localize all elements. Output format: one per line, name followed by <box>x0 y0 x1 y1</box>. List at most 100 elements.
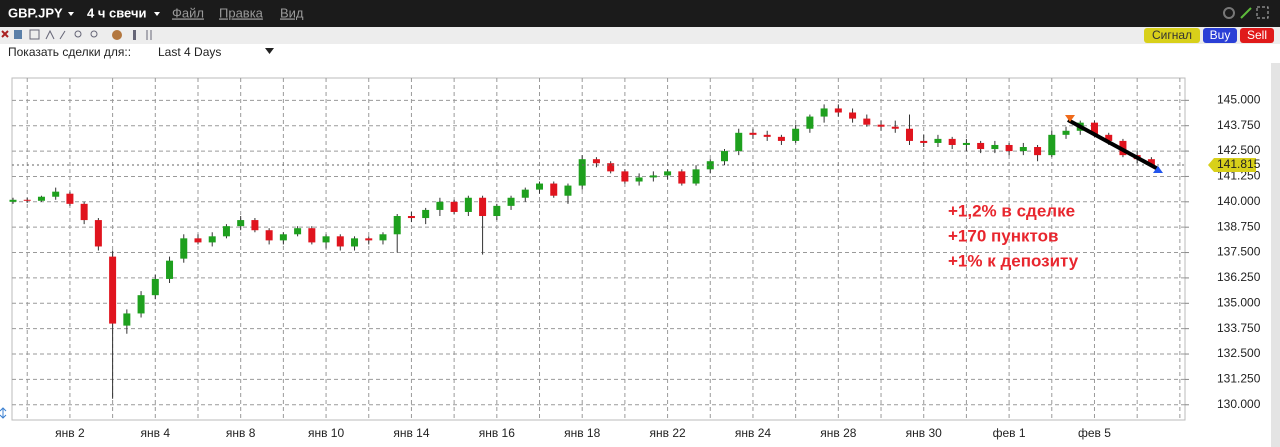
y-tick-label: 143.750 <box>1217 118 1261 132</box>
filter-label: Показать сделки для:: <box>8 45 131 59</box>
x-tick-label: янв 14 <box>393 426 430 440</box>
plot-frame <box>11 77 1186 421</box>
candle-body <box>222 226 230 237</box>
candle-body <box>763 134 771 137</box>
candle-body <box>1048 134 1056 156</box>
candle-body <box>137 295 145 314</box>
candle-body <box>9 199 17 202</box>
candle-body <box>109 256 117 324</box>
candle-body <box>123 313 131 326</box>
candle-body <box>479 197 487 217</box>
y-tick-label: 137.500 <box>1217 245 1261 259</box>
y-tick-label: 133.750 <box>1217 321 1261 335</box>
annotation: +1% к депозиту <box>948 251 1079 270</box>
candle-body <box>550 183 558 196</box>
menu-item[interactable]: Вид <box>280 5 304 20</box>
symbol[interactable]: GBP.JPY <box>8 5 63 20</box>
candle-body <box>166 260 174 279</box>
candle-body <box>37 196 45 201</box>
y-tick-label: 145.000 <box>1217 92 1261 106</box>
candle-body <box>678 171 686 184</box>
x-tick-label: янв 28 <box>820 426 857 440</box>
candle-body <box>948 138 956 145</box>
x-tick-label: янв 4 <box>141 426 171 440</box>
candle-body <box>905 128 913 141</box>
candle-body <box>777 136 785 141</box>
candle-body <box>792 128 800 141</box>
candle-body <box>194 238 202 243</box>
dropdown-icon[interactable] <box>265 48 274 54</box>
candle-body <box>450 201 458 212</box>
candle-body <box>592 159 600 164</box>
exit-marker <box>1153 166 1163 173</box>
candle-body <box>820 108 828 117</box>
candle-body <box>962 142 970 145</box>
candle-body <box>237 220 245 227</box>
candle-body <box>735 132 743 152</box>
candle-body <box>806 116 814 129</box>
candle-body <box>649 175 657 178</box>
x-tick-label: янв 10 <box>308 426 345 440</box>
sell-button[interactable]: Sell <box>1240 28 1274 43</box>
candle-body <box>721 151 728 162</box>
candle-body <box>635 177 643 182</box>
y-tick-label: 135.000 <box>1217 295 1261 309</box>
candle-body <box>251 220 259 231</box>
y-tick-label: 140.000 <box>1217 194 1261 208</box>
candle-body <box>1062 130 1070 135</box>
button-label[interactable]: Buy <box>1210 28 1231 42</box>
buy-button[interactable]: Buy <box>1203 28 1237 43</box>
last-price-label: 141.815 <box>1217 157 1261 171</box>
candle-body <box>422 209 430 219</box>
candle-body <box>80 203 88 221</box>
candle-body <box>749 132 757 135</box>
x-tick-label: янв 8 <box>226 426 256 440</box>
candle-body <box>436 201 444 210</box>
dropdown-icon <box>68 12 74 16</box>
candle-body <box>920 140 928 143</box>
annotation: +1,2% в сделке <box>948 201 1075 220</box>
candle-body <box>23 199 31 201</box>
candle-body <box>407 216 415 219</box>
menu-item[interactable]: Файл <box>172 5 204 20</box>
button-label[interactable]: Сигнал <box>1152 28 1192 42</box>
candle-body <box>564 185 572 196</box>
candle-body <box>208 236 216 243</box>
candle-body <box>891 126 899 129</box>
candle-body <box>578 159 586 186</box>
annotation: +170 пунктов <box>948 226 1058 245</box>
candle-body <box>536 183 544 190</box>
candle-body <box>265 230 273 241</box>
entry-marker <box>1065 115 1075 122</box>
menu-item[interactable]: Правка <box>219 5 264 20</box>
y-tick-label: 130.000 <box>1217 397 1261 411</box>
candle-body <box>521 189 529 198</box>
candle-body <box>991 144 999 150</box>
candle-body <box>493 205 501 217</box>
y-tick-label: 141.250 <box>1217 169 1261 183</box>
x-tick-label: янв 24 <box>735 426 772 440</box>
candle-body <box>393 216 401 235</box>
signal-button[interactable]: Сигнал <box>1144 28 1200 43</box>
top-bar <box>0 0 1280 27</box>
filter-value[interactable]: Last 4 Days <box>158 45 221 59</box>
button-label[interactable]: Sell <box>1247 28 1267 42</box>
candle-body <box>877 124 885 127</box>
dropdown-icon <box>154 12 160 16</box>
candle-body <box>66 193 74 204</box>
timeframe[interactable]: 4 ч свечи <box>87 5 147 20</box>
candle-body <box>934 138 942 143</box>
candle-body <box>1105 134 1113 141</box>
candle-body <box>279 234 287 241</box>
candle-body <box>365 238 373 241</box>
last-price-box <box>1208 157 1256 172</box>
candle-body <box>1019 147 1027 152</box>
trade-line <box>1067 118 1159 171</box>
candle-body <box>1147 159 1155 166</box>
scrollbar <box>1271 63 1280 447</box>
candle-body <box>1034 147 1042 156</box>
candle-body <box>379 234 387 241</box>
y-tick-label: 131.250 <box>1217 372 1261 386</box>
candle-body <box>151 278 159 296</box>
